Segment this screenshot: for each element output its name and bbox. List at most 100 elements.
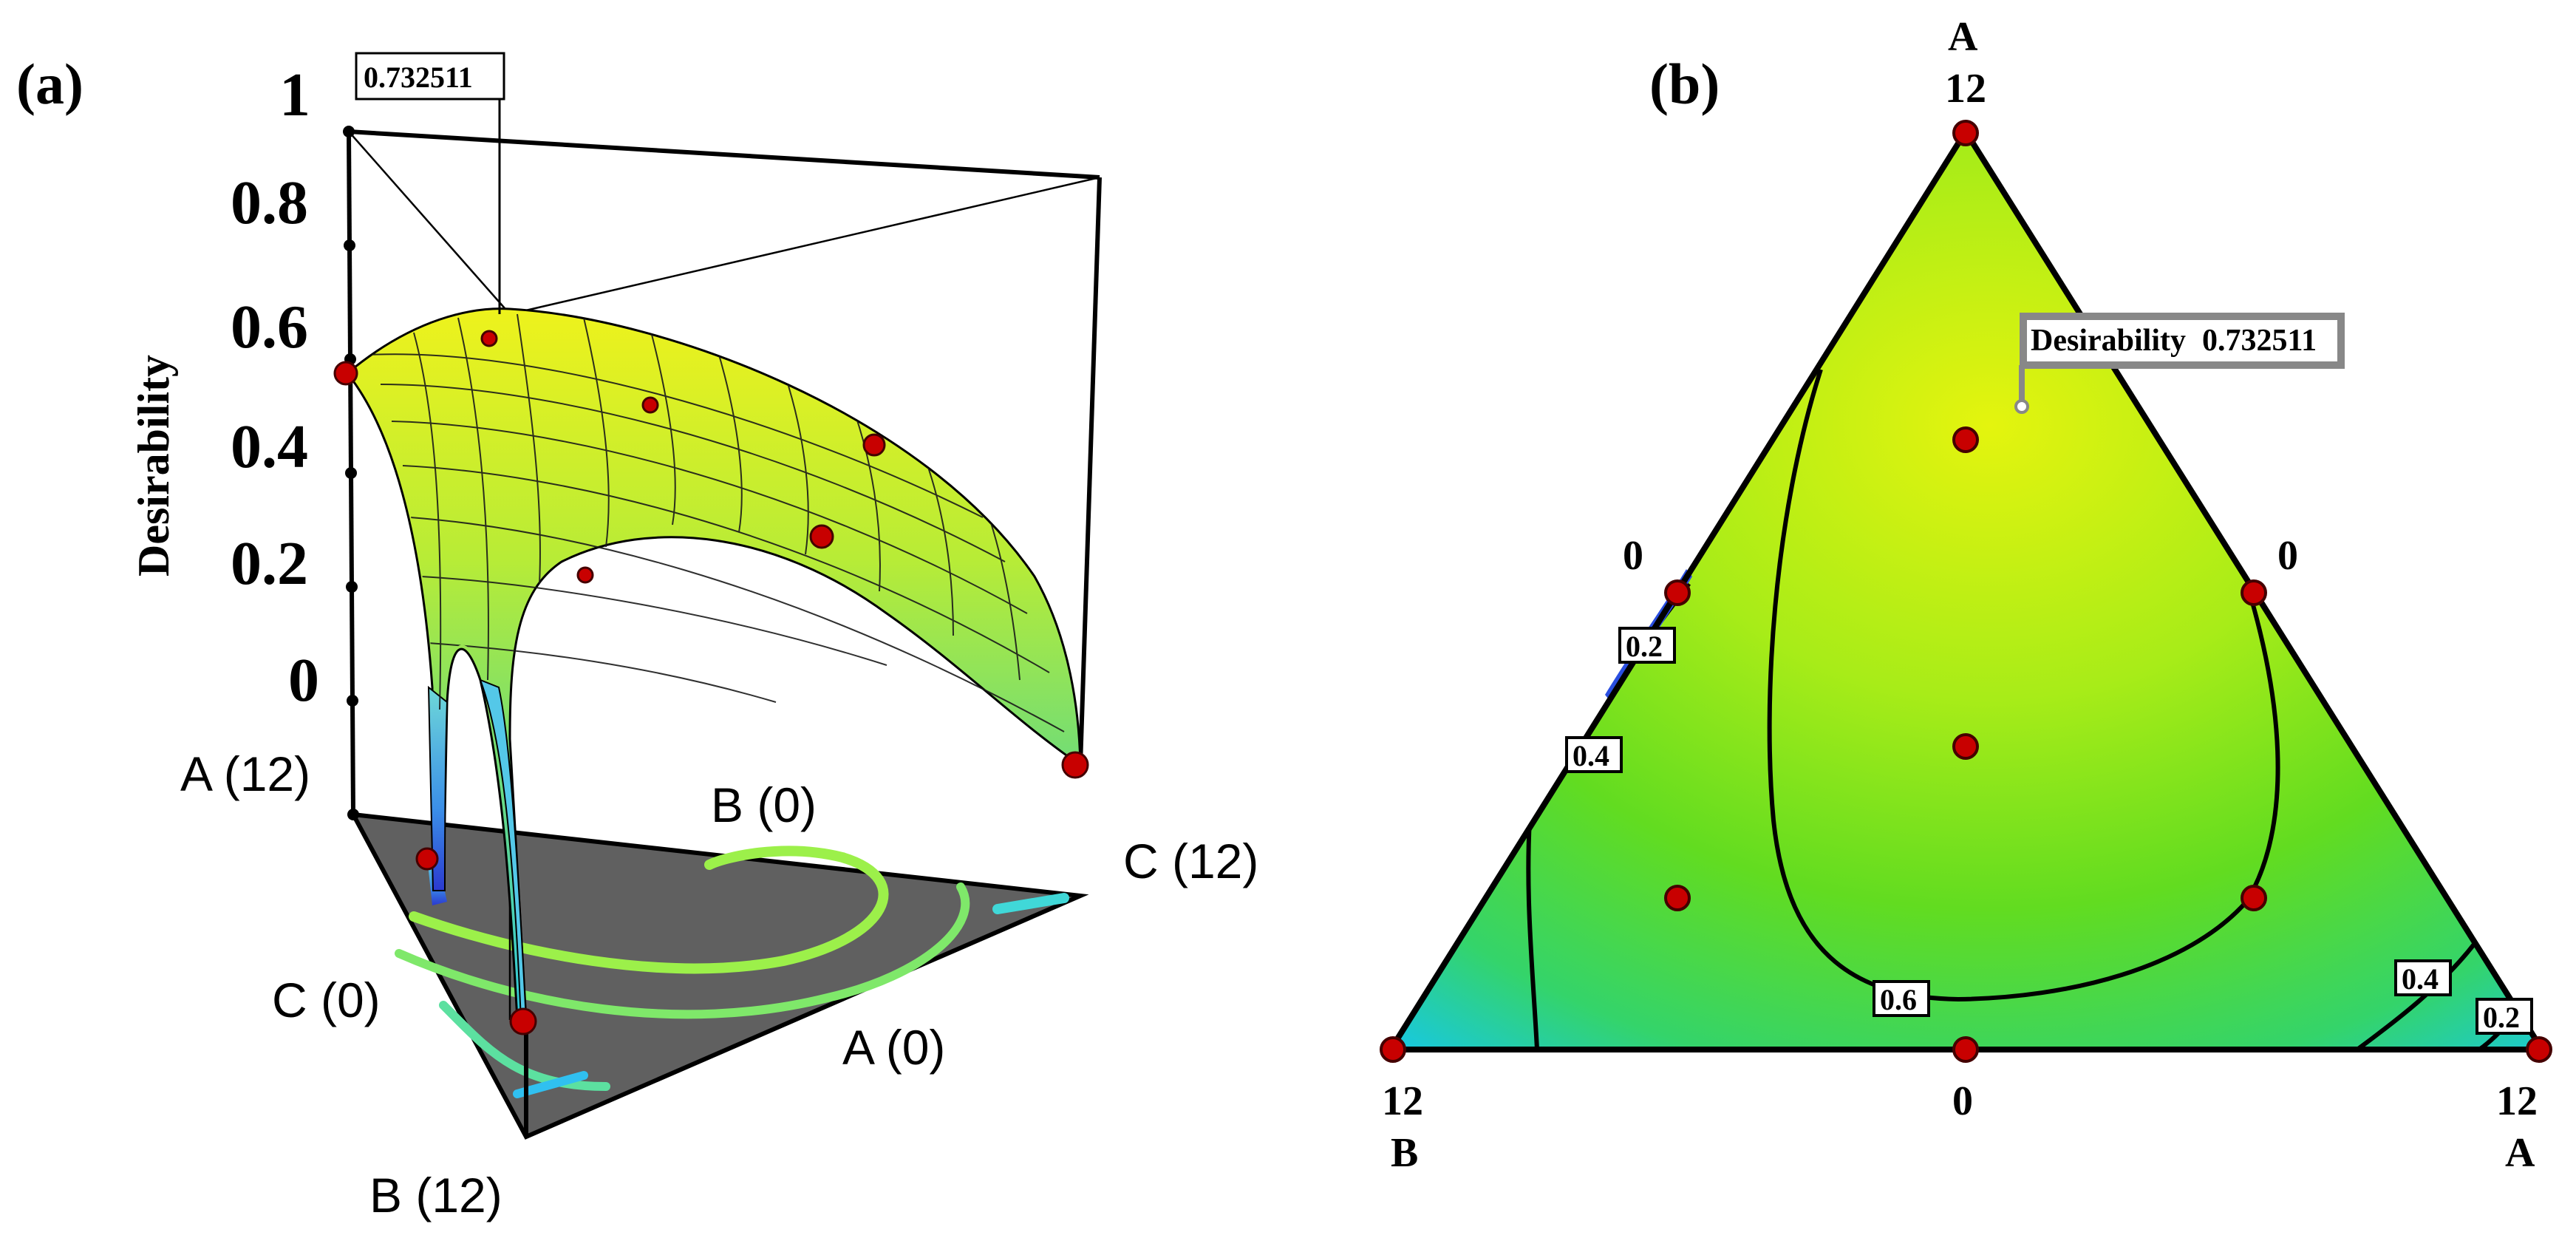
z-tick-dot-6	[347, 695, 358, 707]
mesh-v-4	[583, 317, 610, 548]
contour-label-0.4-right: 0.4	[2402, 962, 2439, 996]
design-point	[480, 330, 498, 347]
panel-a-label: (a)	[16, 52, 84, 116]
floor-contour-outer	[409, 846, 889, 974]
contour-label-box-0.6	[1873, 980, 1930, 1017]
contour-label-box-0.4-right	[2394, 959, 2452, 996]
design-point	[1952, 733, 1979, 760]
surface-mesh	[369, 313, 1065, 732]
desirability-surface	[345, 307, 1082, 1021]
panel-a-callout-value: 0.732511	[364, 61, 473, 94]
corner-label-c12: C (12)	[1123, 834, 1258, 888]
z-tick-dot-1	[343, 126, 355, 137]
contour-label-0.2-left: 0.2	[1626, 630, 1663, 663]
mesh-u-4	[402, 465, 1050, 673]
optimum-marker	[2014, 399, 2029, 414]
design-point	[641, 396, 659, 414]
box-edge-right	[1078, 177, 1102, 766]
mesh-u-3	[391, 421, 1028, 614]
floor-contour-lower	[439, 1001, 610, 1091]
contour-0.4-right	[2356, 941, 2478, 1050]
z-tick-dot-2	[344, 239, 355, 251]
corner-label-a12: A (12)	[180, 746, 310, 801]
z-axis-title: Desirability	[129, 355, 178, 577]
design-point	[1952, 426, 1979, 453]
surface-body	[345, 307, 1082, 1021]
guide-line-2	[509, 176, 1100, 316]
surface-spike-stem	[427, 685, 449, 891]
vertex-top-value: 12	[1945, 66, 1986, 112]
contour-label-0.4-left: 0.4	[1572, 739, 1609, 772]
contour-label-0.2-right: 0.2	[2483, 1001, 2520, 1034]
corner-label-c0: C (0)	[272, 973, 381, 1027]
z-tick-label-0.6: 0.6	[231, 293, 308, 361]
floor-contour-inner	[395, 882, 970, 1019]
mesh-v-8	[849, 398, 881, 592]
panel-b-ternary-contour: (b) 0.2 0.4 0.6 0.4 0.2 Desirab	[1380, 14, 2552, 1176]
floor-contour-edge	[992, 893, 1069, 914]
z-tick-dot-7	[347, 809, 359, 820]
vertex-top-name: A	[1948, 14, 1978, 60]
ternary-fill	[1391, 132, 2542, 1050]
design-point	[509, 1007, 537, 1035]
panel-b-callout-box	[2020, 313, 2345, 369]
guide-line-1	[348, 131, 511, 315]
design-point	[1061, 751, 1089, 779]
design-point	[2526, 1036, 2552, 1063]
contour-label-0.6: 0.6	[1880, 983, 1917, 1016]
design-point	[2241, 885, 2267, 911]
contour-label-box-0.2-right	[2476, 998, 2533, 1035]
mesh-v-7	[783, 369, 809, 555]
contour-label-box-0.2-left	[1618, 627, 1676, 664]
z-tick-dot-4	[345, 467, 357, 479]
panel-a-surface-plot: (a)	[16, 52, 1258, 1222]
bottom-right-value: 12	[2496, 1078, 2538, 1124]
mesh-v-3	[517, 313, 541, 585]
design-point	[333, 361, 358, 386]
mesh-v-1	[413, 332, 442, 710]
mesh-u-2	[380, 384, 1006, 562]
design-point	[1952, 1036, 1979, 1063]
panel-b-design-points	[1380, 120, 2552, 1063]
right-edge-value: 0	[2277, 533, 2298, 579]
z-tick-label-0.8: 0.8	[231, 169, 308, 237]
z-tick-label-0: 0	[288, 646, 319, 715]
bottom-right-name: A	[2505, 1130, 2535, 1176]
bottom-mid-value: 0	[1952, 1078, 1973, 1124]
design-point	[1664, 579, 1691, 606]
box-top-edge	[348, 129, 1100, 180]
design-point	[1952, 120, 1979, 146]
panel-b-label: (b)	[1649, 52, 1720, 116]
design-point	[809, 524, 834, 549]
mesh-v-6	[716, 347, 743, 533]
z-tick-label-0.2: 0.2	[231, 529, 308, 598]
contour-label-box-0.4-left	[1565, 736, 1623, 773]
mesh-v-2	[457, 317, 489, 681]
design-point	[576, 566, 594, 584]
left-edge-value: 0	[1623, 533, 1643, 579]
mesh-v-5	[650, 328, 676, 526]
panel-a-design-points	[333, 330, 1089, 1035]
design-point	[2241, 579, 2267, 606]
z-tick-label-0.4: 0.4	[231, 412, 308, 481]
design-point	[1380, 1036, 1406, 1063]
z-tick-label-1: 1	[279, 61, 310, 129]
design-point	[862, 433, 886, 457]
corner-label-b12: B (12)	[369, 1168, 502, 1222]
z-tick-dot-5	[346, 581, 358, 593]
panel-a-callout-box	[355, 52, 505, 101]
mesh-u-7	[428, 642, 777, 703]
floor-contours	[395, 846, 1069, 1098]
floor-triangle	[349, 812, 1089, 1140]
contour-0.6	[1767, 369, 2280, 1002]
panel-b-callout-name: Desirability	[2031, 324, 2186, 358]
corner-label-a0: A (0)	[842, 1020, 945, 1075]
bottom-left-name: B	[1391, 1130, 1418, 1176]
design-point	[1664, 885, 1691, 911]
mesh-u-1	[369, 353, 984, 518]
panel-b-callout-value: 0.732511	[2202, 324, 2317, 358]
mesh-u-5	[409, 517, 1065, 732]
corner-label-b0: B (0)	[711, 778, 817, 832]
mesh-u-6	[420, 576, 887, 666]
